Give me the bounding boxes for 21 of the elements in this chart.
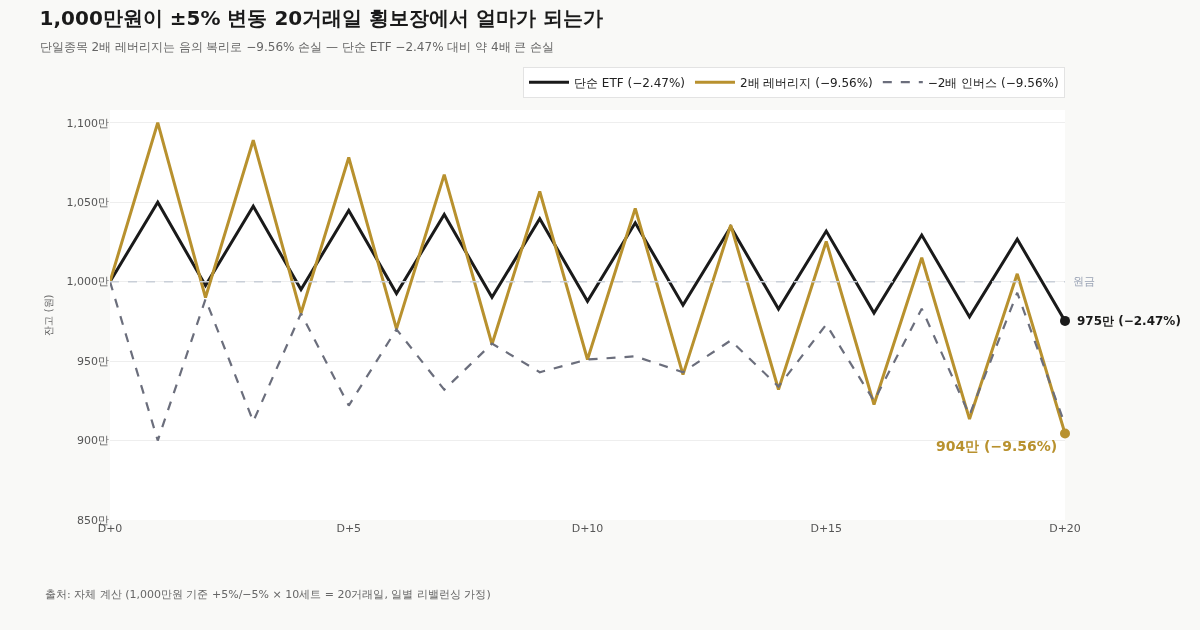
source-note: 출처: 자체 계산 (1,000만원 기준 +5%/−5% × 10세트 = 20거래일, 일별 리밸런싱 가정) <box>45 588 491 601</box>
y-axis-title: 잔고 (원) <box>42 294 54 336</box>
annotation: 975만 (−2.47%) <box>1077 314 1181 328</box>
legend-label: 2배 레버리지 (−9.56%) <box>739 75 873 90</box>
y-tick-label: 1,000만 <box>66 275 109 289</box>
chart-subtitle: 단일종목 2배 레버리지는 음의 복리로 −9.56% 손실 — 단순 ETF −2.47% 대비 약 4배 큰 손실 <box>39 40 555 55</box>
x-tick-label: D+5 <box>336 522 362 535</box>
x-tick-label: D+15 <box>810 522 843 535</box>
annotation: 904만 (−9.56%) <box>936 438 1058 454</box>
ref-line-label: 원금 <box>1073 275 1095 288</box>
x-tick-label: D+20 <box>1049 522 1081 535</box>
legend-label: 단순 ETF (−2.47%) <box>574 75 685 90</box>
y-tick-label: 900만 <box>77 434 109 448</box>
y-tick-label: 1,050만 <box>66 196 109 210</box>
chart-title: 1,000만원이 ±5% 변동 20거래일 횡보장에서 얼마가 되는가 <box>39 6 604 31</box>
x-tick-label: D+10 <box>571 522 604 535</box>
y-tick-label: 1,100만 <box>66 116 109 130</box>
y-tick-label: 850만 <box>77 513 109 527</box>
y-tick-label: 950만 <box>77 354 109 368</box>
line-series <box>110 280 1065 442</box>
legend-label: −2배 인버스 (−9.56%) <box>927 75 1059 90</box>
